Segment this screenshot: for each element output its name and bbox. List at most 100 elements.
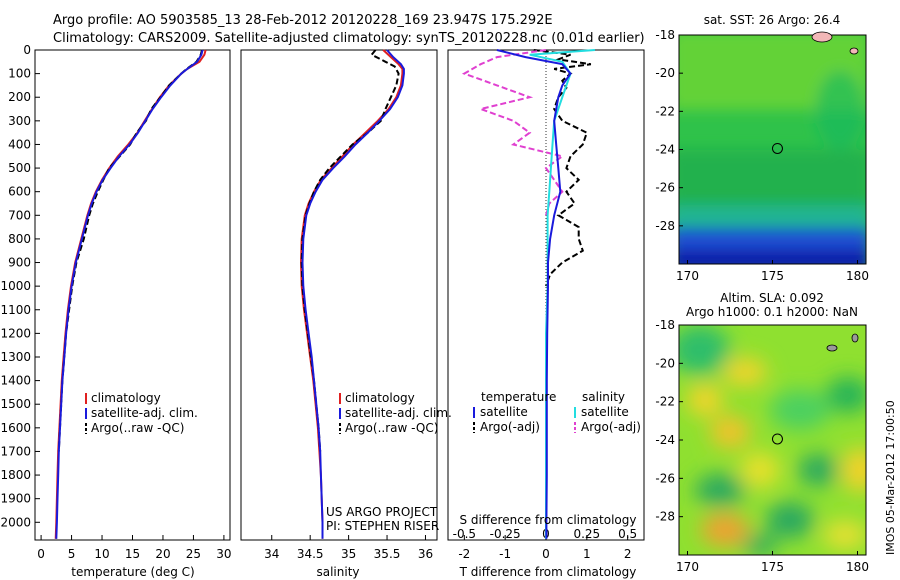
y-tick-label: 900 <box>8 256 31 270</box>
temperature-argo-diff-line <box>533 49 592 287</box>
y-tick-label: 100 <box>8 67 31 81</box>
sla-heatmap <box>679 325 866 555</box>
legend-label-argo: Argo(..raw -QC) <box>345 421 438 435</box>
climatology-line <box>54 49 207 539</box>
lat-tick-label: -18 <box>655 318 675 332</box>
lon-tick-label: 170 <box>676 269 699 283</box>
y-tick-label: 500 <box>8 161 31 175</box>
sla-map-title-line-1: Altim. SLA: 0.092 <box>720 291 824 305</box>
temperature-x-label: temperature (deg C) <box>71 565 194 579</box>
legend-label-satellite: satellite-adj. clim. <box>345 406 452 420</box>
y-tick-label: 1100 <box>0 303 31 317</box>
legend-label-sal-argo: Argo(-adj) <box>581 420 641 434</box>
x-tick-label: 0 <box>37 547 45 561</box>
s-tick-label: -0.25 <box>490 527 521 541</box>
x-tick-label: 30 <box>216 547 231 561</box>
argo-line <box>300 49 400 452</box>
x-tick-label: 35.5 <box>374 547 401 561</box>
project-line-2: PI: STEPHEN RISER <box>326 519 439 533</box>
lat-tick-label: -20 <box>655 356 675 370</box>
lon-tick-label: 175 <box>761 560 784 574</box>
lat-tick-label: -26 <box>655 181 675 195</box>
salinity-legend: climatology satellite-adj. clim. Argo(..… <box>339 391 452 435</box>
difference-legend: temperature salinity satellite Argo(-adj… <box>473 390 641 434</box>
temperature-series <box>54 49 207 539</box>
x-tick-label: 15 <box>125 547 140 561</box>
difference-panel: -2 -1 0 1 2-0.5 -0.25 0 0.25 0.5 S difference fr… <box>447 49 645 579</box>
y-tick-label: 1700 <box>0 444 31 458</box>
lon-tick-label: 175 <box>761 269 784 283</box>
y-tick-label: 300 <box>8 114 31 128</box>
legend-label-temp-satellite: satellite <box>480 405 528 419</box>
argo-float-location-marker <box>771 433 783 445</box>
s-tick-label: 0.25 <box>573 527 600 541</box>
lat-tick-label: -18 <box>655 28 675 42</box>
imos-timestamp: IMOS 05-Mar-2012 17:00:50 <box>884 400 897 555</box>
legend-label-temp-argo: Argo(-adj) <box>480 420 540 434</box>
island-markers <box>826 333 859 352</box>
x-tick-label: 25 <box>186 547 201 561</box>
x-tick-label: 34 <box>264 547 279 561</box>
y-tick-label: 1500 <box>0 397 31 411</box>
lat-tick-label: -28 <box>655 510 675 524</box>
legend-header-salinity: salinity <box>582 390 625 404</box>
salinity-x-label: salinity <box>316 565 359 579</box>
lat-tick-label: -28 <box>655 219 675 233</box>
difference-series <box>461 49 596 539</box>
salinity-plot-frame <box>240 49 438 541</box>
x-tick-label: 34.5 <box>297 547 324 561</box>
difference-x-label: T difference from climatology <box>459 565 637 579</box>
x-tick-label: 35 <box>341 547 356 561</box>
argo-float-location-marker <box>771 142 783 154</box>
temperature-legend: climatology satellite-adj. clim. Argo(..… <box>85 391 198 435</box>
lon-tick-label: 170 <box>676 560 699 574</box>
y-tick-label: 700 <box>8 208 31 222</box>
sst-map-axes: -18 -20 -22 -24 -26 -28 170 175 180 <box>655 28 869 283</box>
temperature-y-axis: 0 100 200 300 400 500 600 700 800 900 1000 1100 1200… <box>0 43 40 529</box>
lon-tick-label: 180 <box>846 560 869 574</box>
s-tick-label: 0.5 <box>618 527 637 541</box>
difference-top-x-label: S difference from climatology <box>460 513 637 527</box>
x-tick-label: 5 <box>68 547 76 561</box>
lon-tick-label: 180 <box>846 269 869 283</box>
y-tick-label: 2000 <box>0 515 31 529</box>
x-tick-label: 10 <box>94 547 109 561</box>
difference-x-axis: -2 -1 0 1 2-0.5 -0.25 0 0.25 0.5 <box>453 527 638 561</box>
salinity-argo-diff-line <box>461 49 565 216</box>
sst-heatmap <box>679 35 866 264</box>
legend-label-climatology: climatology <box>345 391 415 405</box>
sst-map-title: sat. SST: 26 Argo: 26.4 <box>704 13 841 27</box>
lat-tick-label: -22 <box>655 104 675 118</box>
y-tick-label: 1900 <box>0 492 31 506</box>
sst-map-panel: sat. SST: 26 Argo: 26.4 -18-20-22-24-26-… <box>655 13 869 283</box>
y-tick-label: 800 <box>8 232 31 246</box>
satellite-line <box>301 49 405 539</box>
sla-map-title-line-2: Argo h1000: 0.1 h2000: NaN <box>686 305 858 319</box>
sla-map-panel: Altim. SLA: 0.092 Argo h1000: 0.1 h2000:… <box>655 291 869 574</box>
salinity-x-axis: 34 34.5 35 35.5 36 <box>264 535 433 561</box>
island-markers <box>811 31 859 55</box>
header-line-1: Argo profile: AO 5903585_13 28-Feb-2012 … <box>53 13 553 28</box>
lat-tick-label: -26 <box>655 471 675 485</box>
x-tick-label: 2 <box>624 547 632 561</box>
x-tick-label: 36 <box>418 547 433 561</box>
y-tick-label: 1200 <box>0 326 31 340</box>
lat-tick-label: -24 <box>655 433 675 447</box>
x-tick-label: -1 <box>499 547 511 561</box>
y-tick-label: 1400 <box>0 374 31 388</box>
y-tick-label: 400 <box>8 137 31 151</box>
climatology-line <box>299 49 404 539</box>
salinity-satellite-diff-line <box>529 49 596 539</box>
y-tick-label: 600 <box>8 185 31 199</box>
legend-label-argo: Argo(..raw -QC) <box>91 421 184 435</box>
lat-tick-label: -22 <box>655 395 675 409</box>
y-tick-label: 0 <box>23 43 31 57</box>
legend-label-sal-satellite: satellite <box>581 405 629 419</box>
lat-tick-label: -20 <box>655 66 675 80</box>
x-tick-label: 20 <box>155 547 170 561</box>
y-tick-label: 1000 <box>0 279 31 293</box>
y-tick-label: 1800 <box>0 468 31 482</box>
legend-label-satellite: satellite-adj. clim. <box>91 406 198 420</box>
header-line-2: Climatology: CARS2009. Satellite-adjuste… <box>53 31 645 46</box>
salinity-series <box>299 49 405 539</box>
